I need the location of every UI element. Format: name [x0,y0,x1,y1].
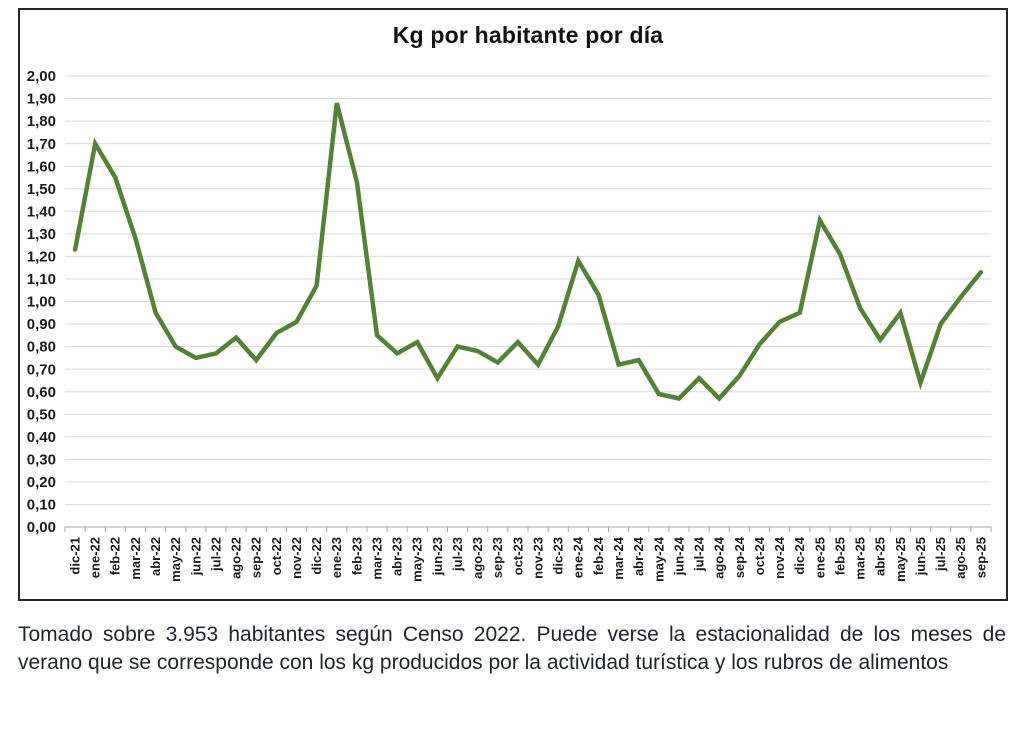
x-axis-label: ago-23 [470,537,485,579]
y-axis-label: 0,50 [27,406,56,423]
x-axis-label: ago-25 [953,537,968,579]
y-axis-label: 0,70 [27,361,56,378]
y-axis-label: 1,30 [27,226,56,243]
x-axis-label: may-22 [168,537,183,582]
y-axis-label: 0,80 [27,339,56,356]
x-axis-label: may-23 [410,537,425,582]
x-axis-label: nov-22 [289,537,304,579]
y-axis-label: 1,60 [27,158,56,175]
x-axis-label: sep-25 [973,537,988,578]
x-axis-label: feb-23 [349,537,364,575]
x-axis-label: sep-24 [732,536,747,578]
x-axis-label: feb-24 [591,536,606,575]
x-axis-label: ene-25 [812,537,827,578]
x-axis-label: mar-23 [369,537,384,580]
x-axis-label: ago-24 [712,536,727,579]
y-axis-label: 1,20 [27,249,56,266]
x-axis-label: mar-24 [611,536,626,579]
x-axis-label: dic-22 [309,537,324,575]
y-axis-label: 0,60 [27,384,56,401]
series-line [72,102,984,402]
x-axis-label: jul-24 [692,536,707,572]
x-axis-label: ene-22 [88,537,103,578]
x-axis-label: jul-25 [933,537,948,572]
x-axis-label: ago-22 [229,537,244,579]
y-axis-label: 0,10 [27,497,56,514]
chart-title: Kg por habitante por día [392,22,664,48]
x-axis-label: feb-22 [108,537,123,575]
y-axis-label: 1,90 [27,91,56,108]
line-chart: 0,00 0,10 0,20 0,30 0,40 0,50 0,60 0,70 0,80 0,90… [27,68,992,582]
x-axis-label: dic-24 [792,536,807,574]
y-axis-label: 1,00 [27,294,56,311]
y-axis-label: 0,30 [27,451,56,468]
x-axis-label: jun-23 [430,537,445,576]
y-axis-label: 1,70 [27,136,56,153]
x-axis-label: jun-24 [671,536,686,576]
x-axis-label: oct-22 [269,537,284,575]
x-axis-label: oct-24 [752,536,767,575]
x-axis-label: abr-24 [631,536,646,576]
x-axis-label: ene-23 [329,537,344,578]
y-axis-label: 0,20 [27,474,56,491]
x-axis-label: jul-22 [208,537,223,572]
caption-text: Tomado sobre 3.953 habitantes según Cens… [18,623,1006,674]
x-axis-label: may-25 [893,537,908,582]
y-axis-label: 0,00 [27,519,56,536]
x-axis-label: dic-23 [551,537,566,575]
x-axis-label: abr-23 [390,537,405,576]
x-axis-label: abr-22 [148,537,163,576]
x-axis-label: jul-23 [450,537,465,572]
x-axis-label: mar-25 [853,537,868,580]
y-axis-label: 1,40 [27,203,56,220]
y-axis-label: 1,80 [27,113,56,130]
chart-frame: Kg por habitante por día 0,00 0,10 0,20 0,3… [18,8,1008,601]
x-axis-label: nov-23 [530,537,545,579]
x-axis-label: may-24 [651,536,666,582]
x-axis-label: jun-22 [188,537,203,576]
x-axis-label: sep-23 [490,537,505,578]
y-axis-label: 2,00 [27,68,56,85]
x-axis-label: ene-24 [571,536,586,578]
x-axis-label: jun-25 [913,537,928,576]
y-axis-label: 1,10 [27,271,56,288]
x-axis-label: feb-25 [832,537,847,575]
x-axis-label: oct-23 [510,537,525,575]
x-axis-label: nov-24 [772,536,787,579]
x-axis-label: dic-21 [67,537,82,575]
x-axis-label: sep-22 [249,537,264,578]
y-axis-label: 0,90 [27,316,56,333]
y-axis-label: 1,50 [27,181,56,198]
x-axis-label: abr-25 [873,537,888,576]
y-axis-label: 0,40 [27,429,56,446]
x-axis-label: mar-22 [128,537,143,580]
